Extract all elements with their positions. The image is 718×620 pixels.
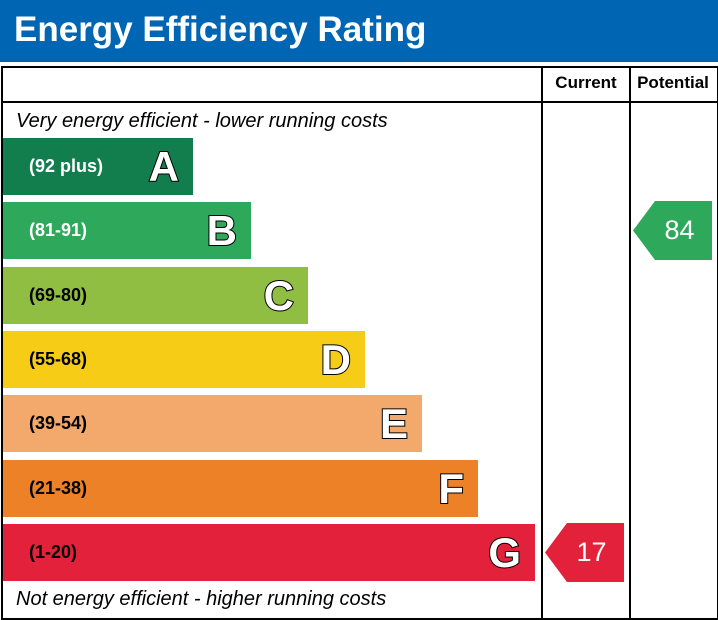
bottom-caption: Not energy efficient - higher running co…: [16, 588, 387, 610]
potential-rating-value: 84: [664, 215, 695, 245]
band-g: (1-20) G: [3, 524, 535, 581]
band-a: (92 plus) A: [3, 138, 193, 195]
band-b: (81-91) B: [3, 202, 251, 259]
potential-column-divider: [629, 66, 631, 618]
band-letter: A: [148, 142, 180, 191]
current-arrow-fill: [545, 523, 624, 582]
band-letter: E: [379, 399, 409, 448]
band-letter: G: [487, 528, 522, 577]
chart-title: Energy Efficiency Rating: [14, 10, 427, 49]
header-divider: [1, 101, 718, 103]
band-range-label: (69-80): [29, 285, 88, 305]
band-range-label: (1-20): [29, 542, 78, 562]
band-letter: F: [437, 464, 465, 513]
band-letter: C: [263, 271, 295, 320]
potential-arrow-shape: [633, 201, 712, 260]
current-arrow-shape: [545, 523, 624, 582]
title-bar: Energy Efficiency Rating: [0, 0, 718, 62]
band-f: (21-38) F: [3, 460, 478, 517]
band-range-label: (92 plus): [29, 156, 104, 176]
top-caption: Very energy efficient - lower running co…: [16, 110, 388, 132]
potential-arrow-fill: [633, 201, 712, 260]
band-letter: B: [206, 206, 238, 255]
band-d: (55-68) D: [3, 331, 365, 388]
band-range-label: (81-91): [29, 220, 88, 240]
current-rating-arrow: 17: [545, 523, 624, 582]
band-range-label: (21-38): [29, 478, 88, 498]
band-letter: D: [320, 335, 352, 384]
band-range-label: (55-68): [29, 349, 88, 369]
potential-column-header: Potential: [637, 73, 709, 92]
current-column-header: Current: [555, 73, 617, 92]
current-column-divider: [541, 66, 543, 618]
current-rating-value: 17: [576, 537, 607, 567]
potential-rating-arrow: 84: [633, 201, 712, 260]
band-c: (69-80) C: [3, 267, 308, 324]
band-e: (39-54) E: [3, 395, 422, 452]
band-range-label: (39-54): [29, 413, 88, 433]
